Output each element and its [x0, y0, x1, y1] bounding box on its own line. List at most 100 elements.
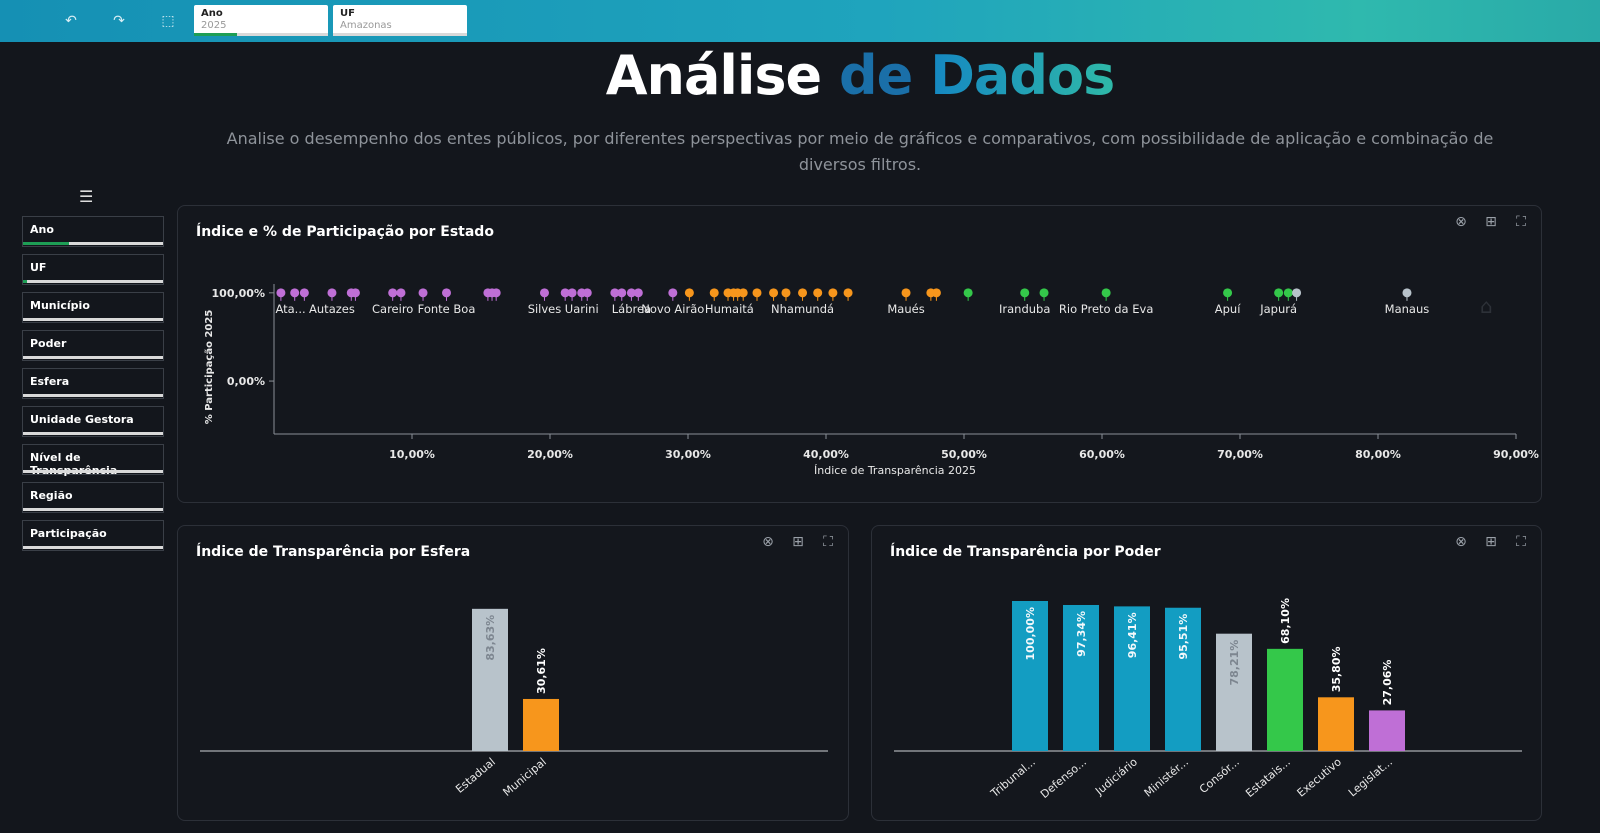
bar: [1369, 710, 1405, 751]
sidebar-filter[interactable]: Nível de Transparência: [22, 444, 164, 477]
scatter-point: [738, 288, 748, 298]
scatter-point-label: Lábrea: [612, 302, 651, 316]
scatter-point: [963, 288, 973, 298]
panel-scatter-toolbar: ⊗ ⊞ ⛶: [1453, 214, 1529, 230]
sidebar-filter-progress: [23, 432, 163, 435]
scatter-point: [1292, 288, 1302, 298]
scatter-point-label: Ata...: [275, 302, 305, 316]
sidebar-filter-progress: [23, 546, 163, 549]
scatter-point: [1402, 288, 1412, 298]
scatter-point-label: Japurá: [1259, 302, 1297, 316]
bar-value-label: 83,63%: [484, 615, 497, 661]
sidebar-filter[interactable]: Região: [22, 482, 164, 513]
bar-category-label: Ministér...: [1142, 755, 1191, 799]
scatter-point-label: Apuí: [1215, 302, 1241, 316]
scatter-point: [633, 288, 643, 298]
bar-value-label: 35,80%: [1330, 646, 1343, 692]
scatter-point-label: Silves: [528, 302, 562, 316]
scatter-point-label: Autazes: [309, 302, 355, 316]
scatter-point: [769, 288, 779, 298]
scatter-point: [539, 288, 549, 298]
bar: [1063, 604, 1099, 751]
table-icon[interactable]: ⊞: [1485, 214, 1497, 230]
scatter-x-tick-label: 60,00%: [1079, 448, 1125, 461]
sidebar-filter[interactable]: Participação: [22, 520, 164, 551]
bar-category-label: Executivo: [1295, 755, 1345, 800]
table-icon[interactable]: ⊞: [1485, 534, 1497, 550]
scatter-chart: 10,00% 20,00% 30,00% 40,00% 50,00% 60,00% 70,0…: [204, 284, 1539, 477]
scatter-point-label: Uarini: [565, 302, 599, 316]
undo-icon[interactable]: ↶: [65, 13, 77, 29]
bar-value-label: 100,00%: [1024, 607, 1037, 660]
top-filter-uf-label: UF: [340, 8, 355, 19]
scatter-point: [396, 288, 406, 298]
esfera-bar-chart: 83,63% Estadual 30,61% Municipal: [200, 608, 828, 799]
scatter-point: [1039, 288, 1049, 298]
poder-bar-chart: 100,00% Tribunal... 97,34% Defenso... 96,41%…: [894, 598, 1522, 801]
sidebar-filter[interactable]: Esfera: [22, 368, 164, 399]
scatter-point: [843, 288, 853, 298]
scatter-point: [709, 288, 719, 298]
scatter-point: [276, 288, 286, 298]
panel-poder: Índice de Transparência por Poder ⊗ ⊞ ⛶ …: [871, 525, 1542, 821]
close-icon[interactable]: ⊗: [762, 534, 774, 550]
scatter-point: [491, 288, 501, 298]
scatter-point: [617, 288, 627, 298]
scatter-point: [560, 288, 570, 298]
panel-poder-title: Índice de Transparência por Poder: [890, 544, 1161, 560]
top-filter-ano-label: Ano: [201, 8, 223, 19]
sidebar-filter[interactable]: Poder: [22, 330, 164, 361]
top-filter-ano[interactable]: Ano 2025: [194, 5, 328, 36]
sidebar-filter-progress: [23, 242, 163, 245]
scatter-x-tick-label: 80,00%: [1355, 448, 1401, 461]
bar-value-label: 95,51%: [1177, 614, 1190, 660]
scatter-point-label: Iranduba: [999, 302, 1050, 316]
sidebar-filter-label: Nível de Transparência: [30, 451, 117, 477]
scatter-point: [610, 288, 620, 298]
close-icon[interactable]: ⊗: [1455, 214, 1467, 230]
menu-icon[interactable]: ☰: [79, 187, 94, 206]
scatter-point: [1020, 288, 1030, 298]
sidebar-filter[interactable]: Unidade Gestora: [22, 406, 164, 437]
scatter-point: [901, 288, 911, 298]
fullscreen-icon[interactable]: ⛶: [1516, 214, 1526, 230]
scatter-x-tick-label: 70,00%: [1217, 448, 1263, 461]
scatter-point-label: Novo Airão: [641, 302, 704, 316]
sidebar-filter-label: Região: [30, 489, 73, 502]
top-filter-uf[interactable]: UF Amazonas: [333, 5, 467, 36]
redo-icon[interactable]: ↷: [113, 13, 125, 29]
fullscreen-icon[interactable]: ⛶: [1516, 534, 1526, 550]
scatter-x-tick-label: 30,00%: [665, 448, 711, 461]
scatter-point-label: Humaitá: [705, 302, 754, 316]
sidebar-filter-label: Ano: [30, 223, 54, 236]
sidebar-filter-label: Poder: [30, 337, 67, 350]
top-filter-ano-value: 2025: [201, 20, 227, 31]
table-icon[interactable]: ⊞: [792, 534, 804, 550]
scatter-x-axis-title: Índice de Transparência 2025: [814, 464, 976, 477]
scatter-point: [931, 288, 941, 298]
bar-value-label: 78,21%: [1228, 640, 1241, 686]
bar-category-label: Estatais...: [1243, 755, 1293, 800]
clear-filters-icon[interactable]: ⬚: [161, 13, 175, 29]
sidebar-filter[interactable]: Ano: [22, 216, 164, 247]
bar-category-label: Estadual: [453, 755, 498, 795]
bar: [1012, 601, 1048, 751]
bar: [523, 698, 559, 751]
scatter-point: [798, 288, 808, 298]
scatter-y-tick-label: 100,00%: [212, 287, 265, 300]
scatter-y-axis-title: % Participação 2025: [204, 310, 215, 425]
scatter-point: [828, 288, 838, 298]
sidebar-filter[interactable]: Município: [22, 292, 164, 323]
bar-value-label: 27,06%: [1381, 660, 1394, 706]
bar: [1216, 633, 1252, 751]
sidebar-filter-progress: [23, 280, 163, 283]
sidebar-filter[interactable]: UF: [22, 254, 164, 285]
top-bar: ↶ ↷ ⬚ Ano 2025 UF Amazonas: [0, 0, 1600, 42]
home-icon[interactable]: ⌂: [1480, 294, 1493, 318]
scatter-y-tick-label: 0,00%: [227, 375, 265, 388]
fullscreen-icon[interactable]: ⛶: [823, 534, 833, 550]
scatter-point: [567, 288, 577, 298]
sidebar-filter-label: Município: [30, 299, 90, 312]
scatter-point: [388, 288, 398, 298]
close-icon[interactable]: ⊗: [1455, 534, 1467, 550]
